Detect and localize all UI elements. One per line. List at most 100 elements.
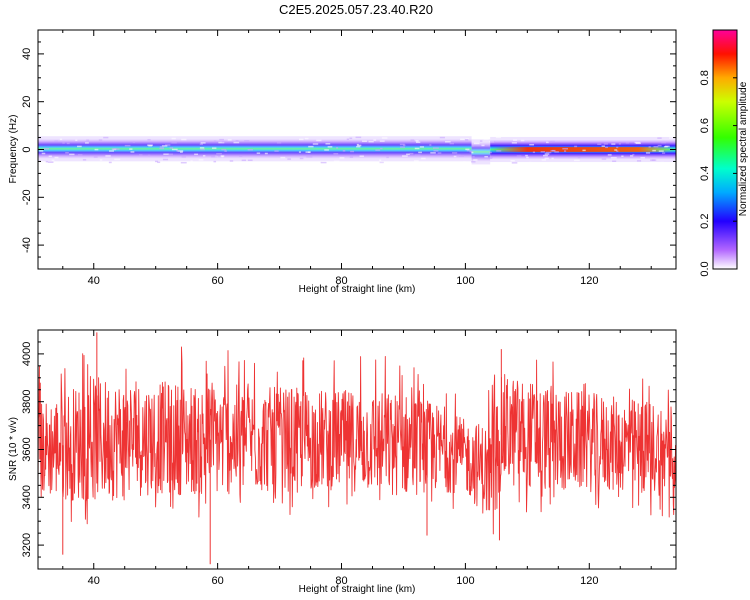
- spectrogram-x-tick-label: 120: [580, 275, 598, 287]
- colorbar-tick-label: 0.4: [699, 166, 711, 181]
- spectrogram-speckle: [181, 156, 186, 158]
- spectrogram-speckle: [105, 155, 111, 157]
- spectrogram-speckle: [307, 151, 311, 153]
- snr-series: [38, 332, 676, 565]
- spectrogram-speckle: [202, 155, 206, 157]
- spectrogram-speckle: [224, 150, 227, 152]
- spectrogram-speckle: [399, 143, 405, 146]
- spectrogram-speckle: [607, 154, 612, 156]
- colorbar-tick-label: 0.6: [699, 118, 711, 133]
- spectrogram-speckle: [181, 138, 187, 141]
- spectrogram-speckle: [481, 144, 485, 147]
- spectrogram-speckle: [54, 140, 59, 142]
- spectrogram-speckle: [85, 142, 89, 144]
- spectrogram-speckle: [130, 151, 135, 153]
- spectrogram-speckle: [244, 140, 250, 142]
- spectrogram-speckle: [287, 158, 291, 160]
- spectrogram-speckle: [414, 147, 420, 150]
- spectrogram-speckle: [362, 140, 367, 143]
- spectrogram-speckle: [229, 160, 234, 162]
- spectrogram-speckle: [419, 146, 425, 148]
- spectrogram-speckle: [612, 160, 617, 162]
- spectrogram-speckle: [437, 152, 442, 154]
- spectrogram-speckle: [161, 145, 168, 147]
- spectrogram-speckle: [661, 152, 666, 154]
- colorbar: 0.0 0.2 0.4 0.6 0.8 Normalized spectral ampl…: [699, 29, 749, 277]
- spectrogram-speckle: [99, 159, 103, 161]
- snr-x-tick-label: 40: [88, 575, 100, 587]
- spectrogram-speckle: [453, 155, 457, 158]
- spectrogram-speckle: [614, 149, 618, 151]
- spectrogram-speckle: [65, 152, 69, 154]
- spectrogram-speckle: [180, 161, 187, 164]
- spectrogram-speckle: [47, 161, 54, 163]
- spectrogram-speckle: [169, 147, 174, 149]
- spectrogram-speckle: [544, 157, 549, 160]
- spectrogram-speckle: [176, 149, 180, 152]
- spectrogram-speckle: [306, 156, 313, 158]
- spectrogram-speckle: [409, 152, 414, 155]
- spectrogram-speckle: [632, 153, 635, 156]
- spectrogram-speckle: [410, 139, 415, 141]
- spectrogram-speckle: [139, 154, 143, 156]
- spectrogram-y-tick-label: 0: [21, 146, 33, 152]
- spectrogram-speckle: [418, 151, 422, 154]
- snr-panel: 40 60 80 100 120 3200 3400 3600 3800 4000 Height …: [8, 329, 677, 595]
- spectrogram-speckle: [378, 162, 384, 165]
- spectrogram-speckle: [645, 152, 651, 154]
- spectrogram-speckle: [190, 160, 193, 162]
- spectrogram-speckle: [621, 155, 624, 157]
- spectrogram-speckle: [199, 143, 203, 145]
- spectrogram-speckle: [171, 141, 177, 144]
- spectrogram-speckle: [114, 158, 121, 161]
- spectrogram-speckle: [43, 148, 50, 150]
- spectrogram-speckle: [550, 140, 555, 143]
- spectrogram-speckle: [221, 148, 227, 151]
- spectrogram-speckle: [616, 146, 619, 149]
- snr-x-tick-label: 80: [335, 575, 347, 587]
- spectrogram-speckle: [634, 141, 641, 144]
- spectrogram-speckle: [171, 137, 176, 140]
- spectrogram-speckle: [59, 138, 63, 141]
- spectrogram-speckle: [660, 161, 665, 164]
- spectrogram-speckle: [103, 136, 109, 139]
- spectrogram-speckle: [486, 157, 493, 159]
- spectrogram-speckle: [661, 141, 667, 144]
- spectrogram-speckle: [551, 157, 554, 160]
- spectrogram-speckle: [359, 155, 364, 157]
- spectrogram-speckle: [62, 142, 65, 144]
- spectrogram-speckle: [465, 139, 469, 141]
- snr-y-tick-label: 4000: [21, 342, 33, 366]
- spectrogram-speckle: [545, 151, 552, 154]
- spectrogram-speckle: [471, 151, 474, 154]
- spectrogram-speckle: [473, 142, 480, 145]
- spectrogram-speckle: [349, 156, 354, 158]
- spectrogram-speckle: [582, 149, 586, 152]
- spectrogram-speckle: [652, 149, 656, 152]
- spectrogram-speckle: [194, 153, 199, 156]
- spectrogram-speckle: [356, 145, 361, 148]
- spectrogram-speckle: [177, 150, 184, 152]
- spectrogram-speckle: [316, 139, 322, 142]
- spectrogram-speckle: [653, 145, 659, 148]
- spectrogram-speckle: [274, 150, 279, 152]
- snr-x-tick-label: 100: [456, 575, 474, 587]
- spectrogram-speckle: [69, 153, 75, 156]
- spectrogram-speckle: [449, 142, 454, 145]
- spectrogram-speckle: [247, 148, 253, 151]
- spectrogram-speckle: [235, 140, 239, 142]
- snr-line: [38, 346, 676, 535]
- spectrogram-speckle: [381, 137, 388, 139]
- colorbar-tick-label: 0.0: [699, 261, 711, 276]
- spectrogram-speckle: [308, 145, 314, 148]
- spectrogram-speckle: [93, 156, 98, 158]
- spectrogram-speckle: [400, 146, 405, 148]
- spectrogram-speckle: [402, 155, 408, 157]
- spectrogram-speckle: [574, 145, 578, 148]
- spectrogram-speckle: [657, 144, 662, 147]
- spectrogram-speckle: [479, 140, 483, 142]
- spectrogram-speckle: [511, 162, 518, 164]
- spectrogram-speckle: [75, 139, 78, 142]
- snr-x-tick-label: 60: [212, 575, 224, 587]
- spectrogram-x-tick-label: 40: [88, 275, 100, 287]
